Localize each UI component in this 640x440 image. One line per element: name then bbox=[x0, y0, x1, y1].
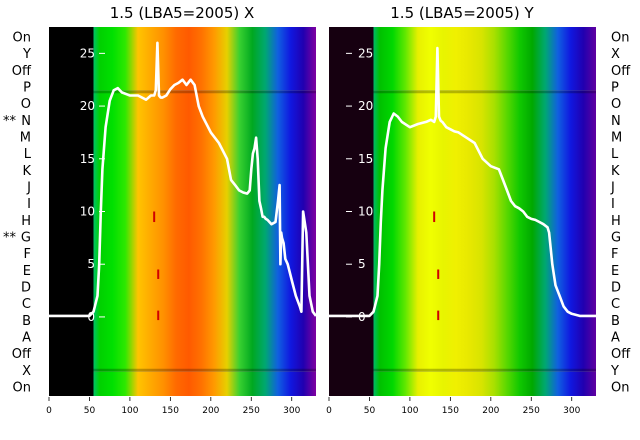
y-tick-label: 0 bbox=[87, 310, 95, 324]
y-tick-label: 10 bbox=[358, 205, 373, 219]
y-tick-label: 15 bbox=[358, 152, 373, 166]
plot-area-y: 0 5 10 15 20 25 bbox=[329, 27, 596, 396]
row-label: A bbox=[22, 331, 31, 346]
row-label: A bbox=[611, 331, 620, 346]
heatmap-band-edge-bottom bbox=[329, 368, 596, 372]
row-label: Y bbox=[610, 364, 619, 379]
row-label: M bbox=[20, 131, 31, 146]
x-tick-label: 250 bbox=[243, 406, 260, 416]
row-label: Off bbox=[12, 64, 32, 79]
y-tick-label: 0 bbox=[358, 310, 366, 324]
row-marker: ** bbox=[3, 114, 17, 129]
panel-y: 1.5 (LBA5=2005) Y OnXOffPONMLKJIHGFEDCBA… bbox=[326, 4, 631, 416]
row-label: B bbox=[22, 314, 31, 329]
x-tick-label: 150 bbox=[442, 406, 459, 416]
panel-x: 1.5 (LBA5=2005) X OnYOffPONMLKJIHGFEDCBA… bbox=[3, 4, 318, 416]
row-label: C bbox=[22, 297, 31, 312]
y-tick-label: 25 bbox=[358, 46, 373, 60]
row-label: P bbox=[23, 81, 31, 96]
row-label: O bbox=[611, 97, 621, 112]
x-tick-label: 300 bbox=[563, 406, 580, 416]
row-label: N bbox=[611, 114, 621, 129]
row-label: On bbox=[13, 381, 31, 396]
row-label: I bbox=[27, 197, 31, 212]
row-label: E bbox=[611, 264, 619, 279]
row-marker: ** bbox=[3, 231, 17, 246]
series-line bbox=[329, 46, 596, 318]
row-label: G bbox=[611, 231, 621, 246]
row-label: H bbox=[611, 214, 621, 229]
row-label: K bbox=[611, 164, 620, 179]
row-label: N bbox=[21, 114, 31, 129]
y-tick-label: 25 bbox=[80, 46, 95, 60]
row-label: D bbox=[21, 281, 31, 296]
row-label: M bbox=[611, 131, 622, 146]
row-label: P bbox=[611, 81, 619, 96]
row-label: I bbox=[611, 197, 615, 212]
row-label: X bbox=[22, 364, 31, 379]
row-label: On bbox=[611, 31, 629, 46]
y-tick-label: 20 bbox=[80, 99, 95, 113]
row-label: X bbox=[611, 47, 620, 62]
x-tick-label: 50 bbox=[364, 406, 376, 416]
x-tick-label: 150 bbox=[162, 406, 179, 416]
row-label: F bbox=[611, 247, 618, 262]
row-label: O bbox=[21, 97, 31, 112]
row-label: Off bbox=[611, 64, 631, 79]
plot-area-x: 0 5 10 15 20 25 bbox=[49, 27, 318, 396]
heatmap-band-edge-top bbox=[329, 90, 596, 94]
chart-title-y: 1.5 (LBA5=2005) Y bbox=[390, 4, 534, 22]
x-tick-label: 300 bbox=[283, 406, 300, 416]
series-line bbox=[49, 41, 318, 318]
x-tick-label: 0 bbox=[46, 406, 52, 416]
heatmap-dark-region bbox=[49, 27, 94, 396]
y-tick-label: 5 bbox=[358, 257, 366, 271]
y-tick-label: 10 bbox=[80, 205, 95, 219]
row-label: On bbox=[611, 381, 629, 396]
heatmap-band-edge-bottom bbox=[49, 368, 316, 372]
row-label: D bbox=[611, 281, 621, 296]
x-tick-label: 50 bbox=[84, 406, 96, 416]
row-label: C bbox=[611, 297, 620, 312]
x-tick-label: 200 bbox=[202, 406, 219, 416]
x-tick-label: 250 bbox=[523, 406, 540, 416]
row-label: On bbox=[13, 31, 31, 46]
row-label: H bbox=[21, 214, 31, 229]
row-label: L bbox=[611, 147, 619, 162]
chart-title-x: 1.5 (LBA5=2005) X bbox=[110, 4, 255, 22]
row-label: Off bbox=[12, 347, 32, 362]
row-label: F bbox=[24, 247, 31, 262]
y-tick-label: 20 bbox=[358, 99, 373, 113]
x-tick-label: 100 bbox=[121, 406, 138, 416]
row-label: Y bbox=[22, 47, 31, 62]
row-label: B bbox=[611, 314, 620, 329]
row-label: G bbox=[21, 231, 31, 246]
x-axis-ticks-x: 0 50 100 150 200 250 300 bbox=[46, 397, 301, 416]
x-axis-ticks-y: 0 50 100 150 200 250 300 bbox=[326, 397, 581, 416]
heatmap-band-edge-top bbox=[49, 90, 316, 94]
row-label: J bbox=[26, 181, 31, 196]
row-label: E bbox=[23, 264, 31, 279]
row-label: J bbox=[610, 181, 615, 196]
row-label: L bbox=[24, 147, 32, 162]
x-tick-label: 200 bbox=[482, 406, 499, 416]
x-tick-label: 0 bbox=[326, 406, 332, 416]
x-tick-label: 100 bbox=[401, 406, 418, 416]
y-tick-label: 5 bbox=[87, 257, 95, 271]
y-tick-label: 15 bbox=[80, 152, 95, 166]
row-marker-column-left: ** ** bbox=[3, 114, 17, 246]
row-label: Off bbox=[611, 347, 631, 362]
row-label: K bbox=[22, 164, 31, 179]
